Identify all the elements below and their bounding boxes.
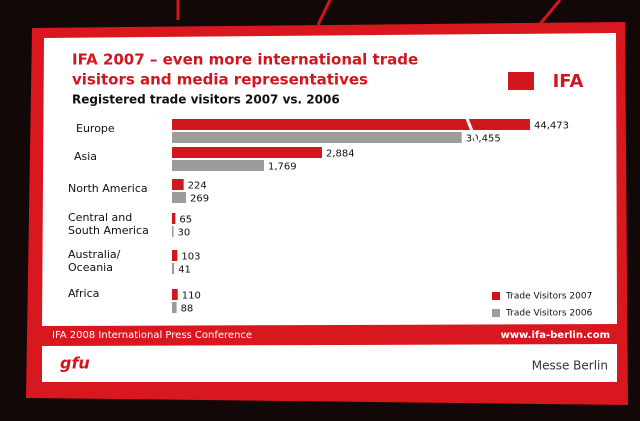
subtitle: Registered trade visitors 2007 vs. 2006 [72,93,340,107]
value-label: 30,455 [466,134,501,145]
bar [172,289,178,300]
value-label: 224 [188,181,207,192]
bar [172,302,177,313]
logo-text: IFA [553,71,584,92]
messe-logo: Messe Berlin [532,359,608,373]
category-label: Asia [74,150,98,163]
value-label: 1,769 [268,162,297,173]
bar [172,192,186,203]
category-label: North America [68,182,148,195]
category-label: Europe [76,122,115,135]
value-label: 88 [181,304,194,315]
value-label: 269 [190,194,209,205]
bar [172,226,174,237]
logo-box [508,72,534,90]
footer-left: IFA 2008 International Press Conference [52,330,252,341]
bar [172,250,178,261]
bar [172,132,462,143]
legend-label: Trade Visitors 2007 [505,292,592,302]
bar [172,213,176,224]
category-label: Australia/ Oceania [68,248,121,274]
slide-body [42,33,617,326]
title-line: visitors and media representatives [72,71,368,89]
bar [172,160,264,171]
value-label: 65 [179,215,192,226]
value-label: 2,884 [326,149,355,160]
value-label: 44,473 [534,121,569,132]
legend-label: Trade Visitors 2006 [505,309,593,319]
value-label: 30 [178,228,191,239]
legend-swatch [492,309,500,317]
bar [172,119,530,130]
bar [172,179,184,190]
gfu-logo: gfu [60,354,90,373]
bar [172,147,322,158]
light [316,0,332,26]
category-label: Africa [68,287,100,300]
footer-right: www.ifa-berlin.com [501,330,610,341]
value-label: 103 [181,252,200,263]
category-label: Central and South America [68,211,149,237]
legend-swatch [492,292,500,300]
value-label: 110 [182,291,201,302]
slide-foot [42,344,617,382]
axis-break [464,115,480,147]
value-label: 41 [178,265,191,276]
bar [172,263,175,274]
title-line: IFA 2007 – even more international trade [72,51,418,69]
